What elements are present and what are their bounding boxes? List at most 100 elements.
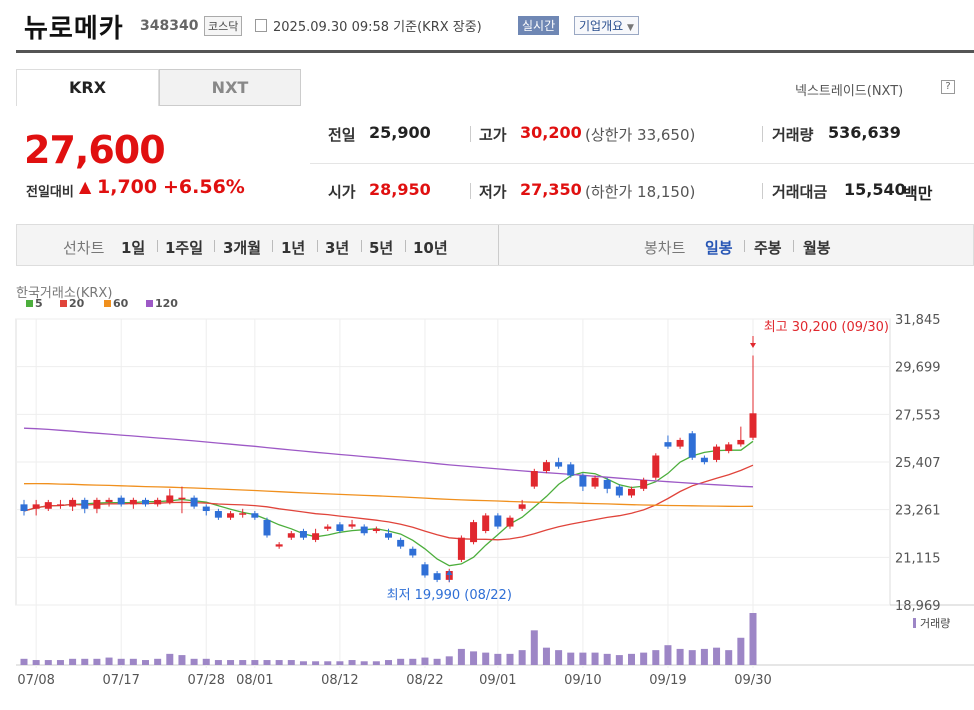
realtime-button[interactable]: 실시간 (518, 16, 560, 35)
candle-body (664, 442, 672, 447)
divider (405, 240, 406, 252)
candle-body (348, 524, 356, 527)
volume-bar (239, 660, 247, 665)
period-10y[interactable]: 10년 (413, 239, 448, 257)
y-tick-label: 23,261 (895, 504, 941, 519)
tab-krx[interactable]: KRX (16, 69, 159, 106)
volume-bar (494, 653, 502, 665)
volume-label: 거래량 (772, 126, 814, 144)
legend-ma120: 120 (146, 297, 178, 310)
volume-bar (506, 653, 514, 665)
candle-body (615, 486, 623, 496)
candle-body (105, 499, 113, 503)
candle-body (312, 533, 320, 540)
legend-label: 120 (155, 297, 178, 310)
volume-bar (312, 661, 320, 665)
help-icon[interactable]: ? (941, 80, 955, 94)
low-annotation: 최저 19,990 (08/22) (387, 588, 512, 603)
candle-body (372, 528, 380, 532)
volume-bar (178, 655, 186, 665)
volume-bar (263, 660, 271, 665)
candle-body (409, 548, 417, 556)
header-divider (16, 50, 974, 53)
open-label: 시가 (328, 183, 356, 201)
volume-label: 거래량 (920, 617, 950, 630)
volume-bar (445, 656, 453, 665)
chevron-down-icon: ▼ (627, 23, 634, 33)
high-annotation: 최고 30,200 (09/30) (764, 320, 889, 335)
candle-body (567, 464, 575, 476)
nxt-link[interactable]: 넥스트레이드(NXT) (795, 84, 904, 99)
period-3m[interactable]: 3개월 (223, 239, 262, 257)
candle-body (628, 488, 635, 496)
candle-weekly[interactable]: 주봉 (754, 239, 782, 257)
volume-bar (457, 648, 465, 665)
volume-bar (20, 658, 28, 665)
stock-code: 348340 (140, 18, 199, 34)
volume-bar (700, 648, 708, 665)
summary-row-2: 시가 28,950 저가 27,350 (하한가 18,150) 거래대금 15… (310, 165, 974, 221)
period-3y[interactable]: 3년 (325, 239, 350, 257)
volume-bar (214, 660, 222, 665)
candle-body (44, 502, 52, 509)
candle-body (652, 455, 660, 478)
candle-body (202, 506, 210, 512)
ma60-line (23, 482, 754, 508)
candle-body (542, 462, 550, 472)
basis-text: 기준(KRX 장중) (393, 20, 482, 35)
volume-bar (117, 658, 125, 665)
divider (762, 126, 763, 142)
volume-bar (202, 658, 210, 665)
y-tick-label: 29,699 (895, 361, 941, 376)
candle-body (457, 537, 465, 560)
x-tick-label: 08/12 (321, 673, 358, 688)
candle-body (324, 526, 332, 529)
x-tick-label: 09/30 (734, 673, 771, 688)
candle-monthly[interactable]: 월봉 (803, 239, 831, 257)
candle-body (640, 479, 648, 489)
volume-bar (518, 650, 526, 665)
volume-bar (372, 661, 380, 665)
candle-body (397, 539, 405, 547)
candle-body (178, 497, 186, 500)
candle-body (69, 499, 77, 507)
candle-body (93, 499, 101, 509)
high-value: 30,200 (520, 123, 582, 142)
x-tick-label: 08/01 (236, 673, 273, 688)
volume-bar (69, 658, 77, 665)
volume-bar (275, 660, 283, 665)
candle-body (166, 495, 174, 503)
period-1y[interactable]: 1년 (281, 239, 306, 257)
period-1w[interactable]: 1주일 (165, 239, 204, 257)
volume-bar (287, 660, 295, 665)
change-label: 전일대비 (26, 185, 74, 200)
high-label: 고가 (479, 126, 507, 144)
divider (793, 240, 794, 252)
period-5y[interactable]: 5년 (369, 239, 394, 257)
candle-body (676, 439, 684, 447)
candle-daily[interactable]: 일봉 (705, 239, 733, 257)
candle-body (482, 515, 490, 532)
period-bar: 선차트 1일 1주일 3개월 1년 3년 5년 10년 봉차트 일봉 주봉 월봉 (16, 224, 974, 266)
lower-limit: (하한가 18,150) (585, 183, 696, 201)
volume-bar (81, 658, 89, 665)
period-1d[interactable]: 1일 (121, 239, 146, 257)
candle-body (142, 499, 149, 505)
low-label: 저가 (479, 183, 507, 201)
volume-bar (640, 652, 648, 665)
volume-bar (579, 652, 587, 665)
divider (157, 240, 158, 252)
legend-ma60: 60 (104, 297, 128, 310)
candle-body (506, 517, 514, 527)
volume-bar (299, 661, 307, 665)
volume-bar (664, 645, 672, 665)
candle-body (287, 533, 295, 538)
candle-body (81, 499, 89, 509)
volume-bar (482, 652, 490, 665)
company-info-dropdown[interactable]: 기업개요 ▼ (574, 16, 639, 35)
candle-body (251, 513, 259, 518)
candle-body (713, 446, 721, 460)
candle-body (299, 531, 307, 538)
tab-nxt[interactable]: NXT (159, 69, 301, 106)
